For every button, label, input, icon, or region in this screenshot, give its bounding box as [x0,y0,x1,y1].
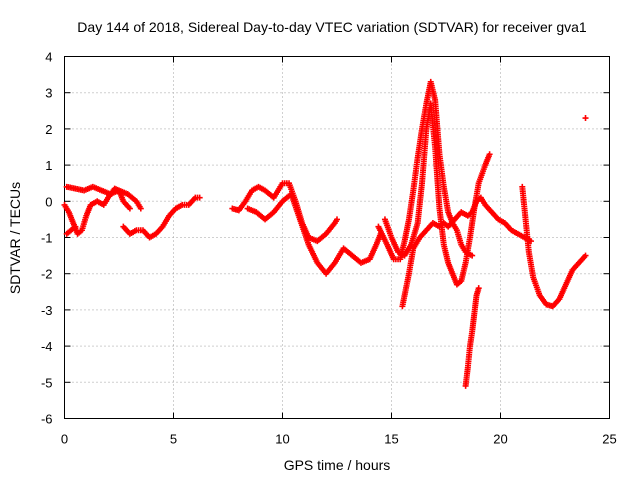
data-point [137,205,144,212]
x-tick-label: 0 [61,432,68,447]
y-tick-label: -5 [41,375,53,390]
data-points [61,78,589,389]
y-tick-label: -4 [41,339,53,354]
series-trace-c [63,223,79,237]
x-tick-label: 20 [493,432,507,447]
y-tick-label: -6 [41,412,53,427]
y-tick-label: -3 [41,303,53,318]
series-trace-f [244,191,384,277]
y-tick-label: 0 [45,194,52,209]
series-trace-j [519,183,589,310]
data-point [475,285,482,292]
series-trace-k [462,285,482,389]
series-trace-e [229,180,340,245]
data-point [582,115,589,122]
y-tick-label: 1 [45,158,52,173]
data-point [486,151,493,158]
x-tick-label: 25 [602,432,616,447]
y-tick-label: 4 [45,50,52,65]
series-trace-d [120,194,203,241]
chart-title: Day 144 of 2018, Sidereal Day-to-day VTE… [77,19,587,35]
plot-frame [64,56,610,419]
data-point [469,252,476,259]
y-tick-labels: 4 3 2 1 0 -1 -2 -3 -4 -5 -6 [41,50,53,427]
x-tick-labels: 0 5 10 15 20 25 [61,432,617,447]
x-axis-label: GPS time / hours [284,457,391,473]
data-point [334,216,340,223]
x-tick-label: 5 [170,432,177,447]
y-tick-label: 2 [45,122,52,137]
data-point [72,223,79,230]
x-tick-label: 15 [384,432,398,447]
y-tick-label: 3 [45,86,52,101]
data-point [126,205,133,212]
series-outlier [582,115,589,122]
data-point [582,252,589,259]
data-point [196,194,203,201]
y-tick-label: -2 [41,267,53,282]
x-tick-label: 10 [275,432,289,447]
y-axis-label: SDTVAR / TECUs [7,182,23,294]
y-tick-label: -1 [41,231,53,246]
series-trace-b [61,185,133,237]
series-trace-h [381,100,493,288]
